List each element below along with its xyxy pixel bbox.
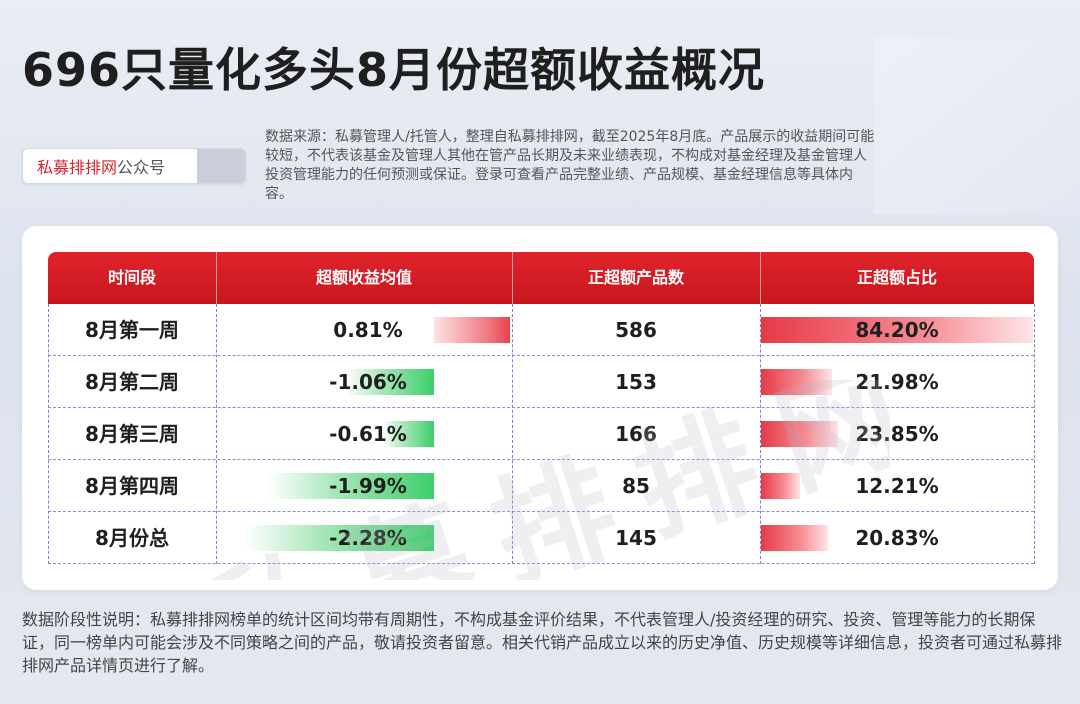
positive-count-cell: 85 [622,474,650,498]
header-separator [216,252,217,304]
positive-count-cell: 166 [615,422,657,446]
table-header: 时间段 超额收益均值 正超额产品数 正超额占比 [48,252,1034,304]
excess-return-value: -1.99% [329,474,407,498]
decorative-panel [874,38,1080,214]
period-cell: 8月第三周 [85,422,179,446]
table-border [1034,304,1035,564]
header-positive-count: 正超额产品数 [587,268,684,287]
positive-share-value: 20.83% [855,526,939,550]
table-row: 8月第一周 0.81% 586 84.20% [48,304,1034,356]
positive-share-value: 84.20% [855,318,939,342]
positive-share-bar [761,525,829,551]
excess-return-value: 0.81% [333,318,403,342]
header-excess-return: 超额收益均值 [315,268,412,287]
row-divider [48,459,1034,460]
table-border [48,304,49,564]
source-note: 数据来源：私募管理人/托管人，整理自私募排排网，截至2025年8月底。产品展示的… [265,129,875,202]
positive-share-bar [761,317,1033,343]
period-cell: 8月第一周 [85,318,179,342]
positive-count-cell: 145 [615,526,657,550]
header-separator [760,252,761,304]
excess-return-bar [434,317,510,343]
excess-return-value: -0.61% [329,422,407,446]
header-period: 时间段 [107,268,156,287]
excess-return-table: 时间段 超额收益均值 正超额产品数 正超额占比 8月第一周 0.81% 586 84.… [48,252,1035,564]
excess-return-bar [383,421,434,447]
account-suffix: 公众号 [117,158,166,177]
excess-return-bar [345,369,434,395]
badge-tail [197,149,245,183]
positive-share-value: 12.21% [855,474,939,498]
positive-share-bar [761,421,839,447]
row-divider [48,355,1034,356]
positive-share-bar [761,473,801,499]
positive-share-bar [761,369,832,395]
table-card: 时间段 超额收益均值 正超额产品数 正超额占比 8月第一周 0.81% 586 84.… [22,226,1058,590]
page-title: 696只量化多头8月份超额收益概况 [22,43,766,97]
positive-count-cell: 153 [615,370,657,394]
row-divider [48,511,1034,512]
table-row: 8月第三周 -0.61% 166 23.85% [48,408,1034,460]
positive-share-value: 23.85% [855,422,939,446]
period-cell: 8月第二周 [85,370,179,394]
row-divider [48,563,1034,564]
column-separator [216,304,217,564]
excess-return-value: -2.28% [329,526,407,550]
column-separator [512,304,513,564]
excess-return-bar [244,525,434,551]
positive-count-cell: 586 [615,318,657,342]
account-brand: 私募排排网 [37,158,118,177]
excess-return-value: -1.06% [329,370,407,394]
header-positive-share: 正超额占比 [856,268,937,287]
row-divider [48,407,1034,408]
footer-note: 数据阶段性说明：私募排排网榜单的统计区间均带有周期性，不构成基金评价结果，不代表… [22,610,1063,675]
table-row: 8月份总 -2.28% 145 20.83% [48,512,1034,564]
table-row: 8月第四周 -1.99% 85 12.21% [48,460,1034,512]
column-separator [760,304,761,564]
period-cell: 8月第四周 [85,474,179,498]
table-row: 8月第二周 -1.06% 153 21.98% [48,356,1034,408]
excess-return-bar [268,473,434,499]
positive-share-value: 21.98% [855,370,939,394]
account-badge: 私募排排网 公众号 [22,148,246,184]
header-separator [512,252,513,304]
period-cell: 8月份总 [95,526,169,550]
